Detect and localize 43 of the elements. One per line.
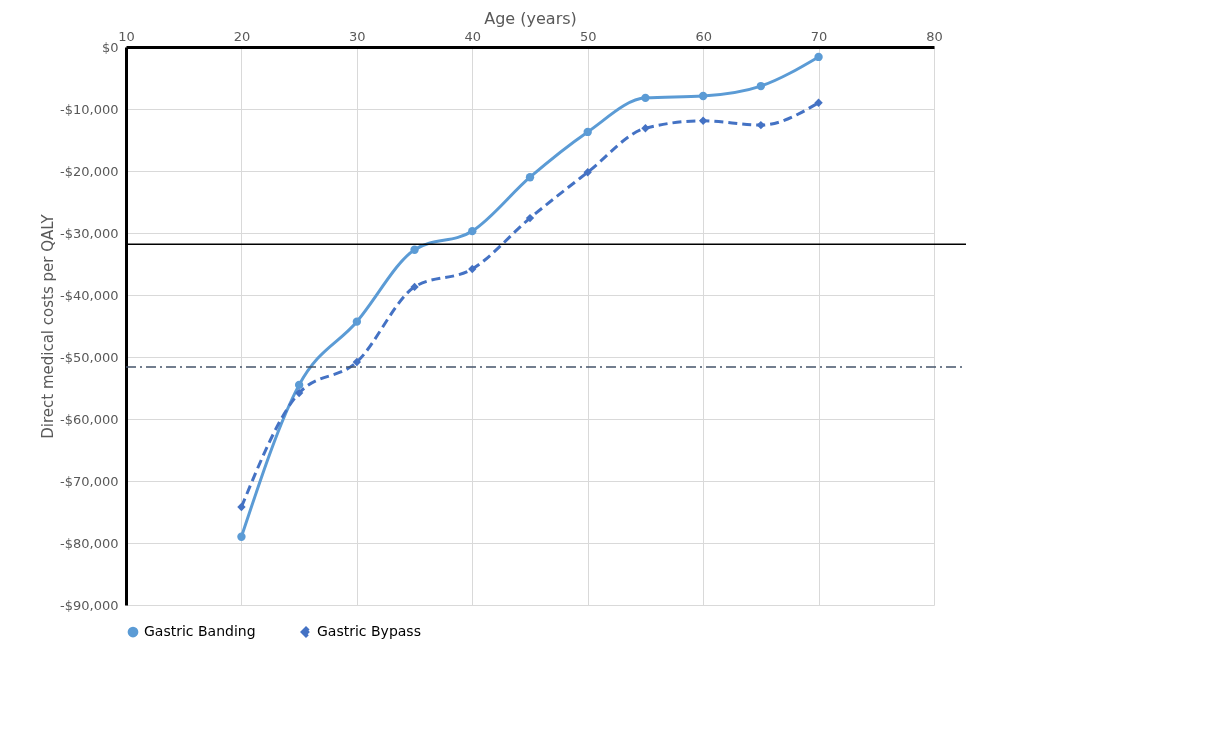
y-tick-label: -$20,000 bbox=[60, 163, 119, 179]
x-tick-label: 70 bbox=[810, 28, 828, 44]
y-tick-label: -$30,000 bbox=[60, 225, 119, 241]
point bbox=[294, 380, 304, 390]
point bbox=[814, 98, 823, 107]
point bbox=[583, 168, 592, 177]
point bbox=[410, 282, 419, 292]
point bbox=[698, 116, 708, 125]
x-tick-label: 50 bbox=[579, 28, 597, 44]
point bbox=[352, 357, 362, 367]
point bbox=[641, 93, 650, 103]
y-tick-label: $0 bbox=[101, 39, 119, 55]
point bbox=[294, 388, 304, 398]
point bbox=[410, 245, 419, 254]
point bbox=[468, 226, 477, 236]
x-axis-title: Age (years) bbox=[484, 8, 577, 28]
x-tick-label: 20 bbox=[233, 28, 251, 44]
point bbox=[583, 127, 592, 137]
y-axis-title: Direct medical costs per QALY bbox=[39, 213, 58, 439]
point bbox=[468, 264, 477, 274]
x-tick-label: 60 bbox=[695, 28, 712, 44]
point bbox=[814, 52, 823, 62]
point bbox=[352, 317, 362, 326]
y-tick-label: -$50,000 bbox=[60, 349, 119, 365]
legend-label: Gastric Banding bbox=[144, 623, 256, 640]
x-tick-label: 80 bbox=[926, 28, 943, 44]
y-tick-label: -$90,000 bbox=[60, 597, 119, 613]
y-tick-label: -$10,000 bbox=[60, 101, 119, 117]
point bbox=[525, 173, 535, 182]
point bbox=[698, 91, 708, 101]
y-tick-label: -$70,000 bbox=[60, 473, 119, 489]
y-tick-label: -$80,000 bbox=[60, 535, 119, 551]
point bbox=[237, 502, 246, 512]
point bbox=[525, 213, 535, 223]
y-tick-label: -$60,000 bbox=[60, 411, 119, 427]
point bbox=[756, 81, 766, 91]
legend-label: Gastric Bypass bbox=[317, 623, 421, 640]
y-tick-label: -$40,000 bbox=[60, 287, 119, 303]
x-tick-label: 40 bbox=[464, 28, 482, 44]
point bbox=[641, 124, 650, 133]
point bbox=[237, 532, 246, 541]
x-tick-label: 30 bbox=[349, 28, 366, 44]
x-tick-label: 10 bbox=[118, 28, 135, 44]
